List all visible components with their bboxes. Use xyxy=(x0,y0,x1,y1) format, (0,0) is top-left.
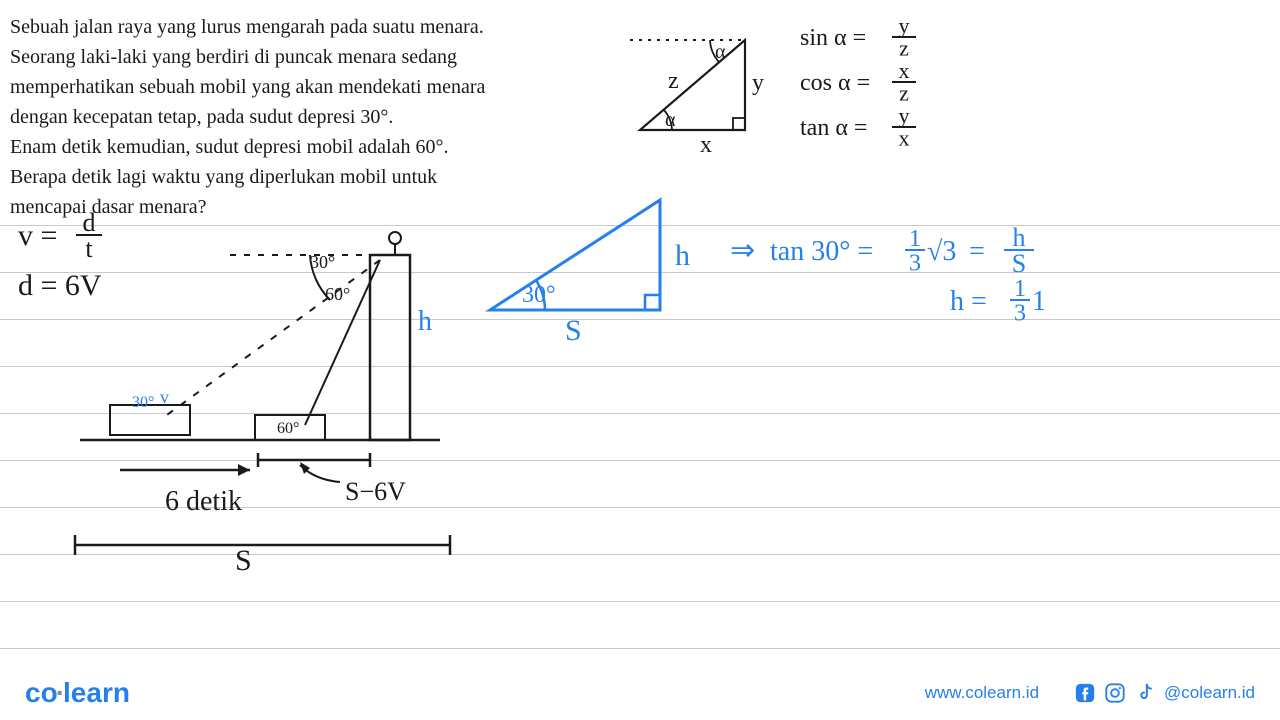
svg-text:3: 3 xyxy=(1014,300,1026,326)
footer-bar: co·learn www.colearn.id @colearn.id xyxy=(0,665,1280,720)
svg-text:z: z xyxy=(899,81,909,106)
drawing-layer: ααzyxsin α = yzcos α = xztan α = yxv = d… xyxy=(0,0,1280,720)
svg-text:30°: 30° xyxy=(522,282,556,308)
facebook-icon xyxy=(1074,682,1096,704)
svg-text:h: h xyxy=(675,239,690,272)
tiktok-icon xyxy=(1134,682,1156,704)
svg-text:h: h xyxy=(418,306,432,337)
svg-text:z: z xyxy=(899,36,909,61)
svg-text:sin α =: sin α = xyxy=(800,25,866,51)
svg-text:x: x xyxy=(700,132,712,158)
logo-co: co xyxy=(25,677,58,708)
svg-text:cos α =: cos α = xyxy=(800,70,870,96)
svg-text:30°: 30° xyxy=(310,252,335,272)
social-handle: @colearn.id xyxy=(1164,683,1255,703)
svg-text:v =: v = xyxy=(18,219,57,252)
svg-text:t: t xyxy=(85,234,93,263)
svg-text:1: 1 xyxy=(1032,286,1046,317)
svg-text:y: y xyxy=(899,103,910,128)
svg-text:60°: 60° xyxy=(277,420,299,437)
footer-url: www.colearn.id xyxy=(925,683,1039,703)
svg-text:S: S xyxy=(235,544,252,577)
social-links: @colearn.id xyxy=(1074,682,1255,704)
svg-text:1: 1 xyxy=(909,226,921,252)
instagram-icon xyxy=(1104,682,1126,704)
svg-text:√3: √3 xyxy=(927,236,956,267)
svg-text:x: x xyxy=(899,58,910,83)
svg-text:y: y xyxy=(899,13,910,38)
svg-text:3: 3 xyxy=(909,250,921,276)
svg-text:v: v xyxy=(160,387,169,407)
svg-text:x: x xyxy=(899,126,910,151)
svg-text:z: z xyxy=(668,68,679,94)
svg-text:60°: 60° xyxy=(325,284,350,304)
svg-text:6 detik: 6 detik xyxy=(165,486,242,517)
svg-text:h: h xyxy=(1013,223,1026,252)
svg-text:⇒: ⇒ xyxy=(730,234,755,267)
svg-text:S−6V: S−6V xyxy=(345,477,406,506)
logo-learn: learn xyxy=(63,677,130,708)
svg-text:tan α =: tan α = xyxy=(800,115,867,141)
svg-text:y: y xyxy=(752,70,764,96)
svg-text:α: α xyxy=(715,41,726,63)
svg-text:30°: 30° xyxy=(132,394,154,411)
svg-text:1: 1 xyxy=(1014,276,1026,302)
svg-text:S: S xyxy=(565,314,582,347)
svg-text:=: = xyxy=(969,236,985,267)
svg-text:tan 30° =: tan 30° = xyxy=(770,236,873,267)
svg-text:d = 6V: d = 6V xyxy=(18,269,102,302)
svg-text:d: d xyxy=(83,208,96,237)
svg-text:α: α xyxy=(665,109,676,131)
brand-logo: co·learn xyxy=(25,677,130,709)
svg-text:S: S xyxy=(1012,249,1026,278)
svg-text:h =: h = xyxy=(950,286,987,317)
